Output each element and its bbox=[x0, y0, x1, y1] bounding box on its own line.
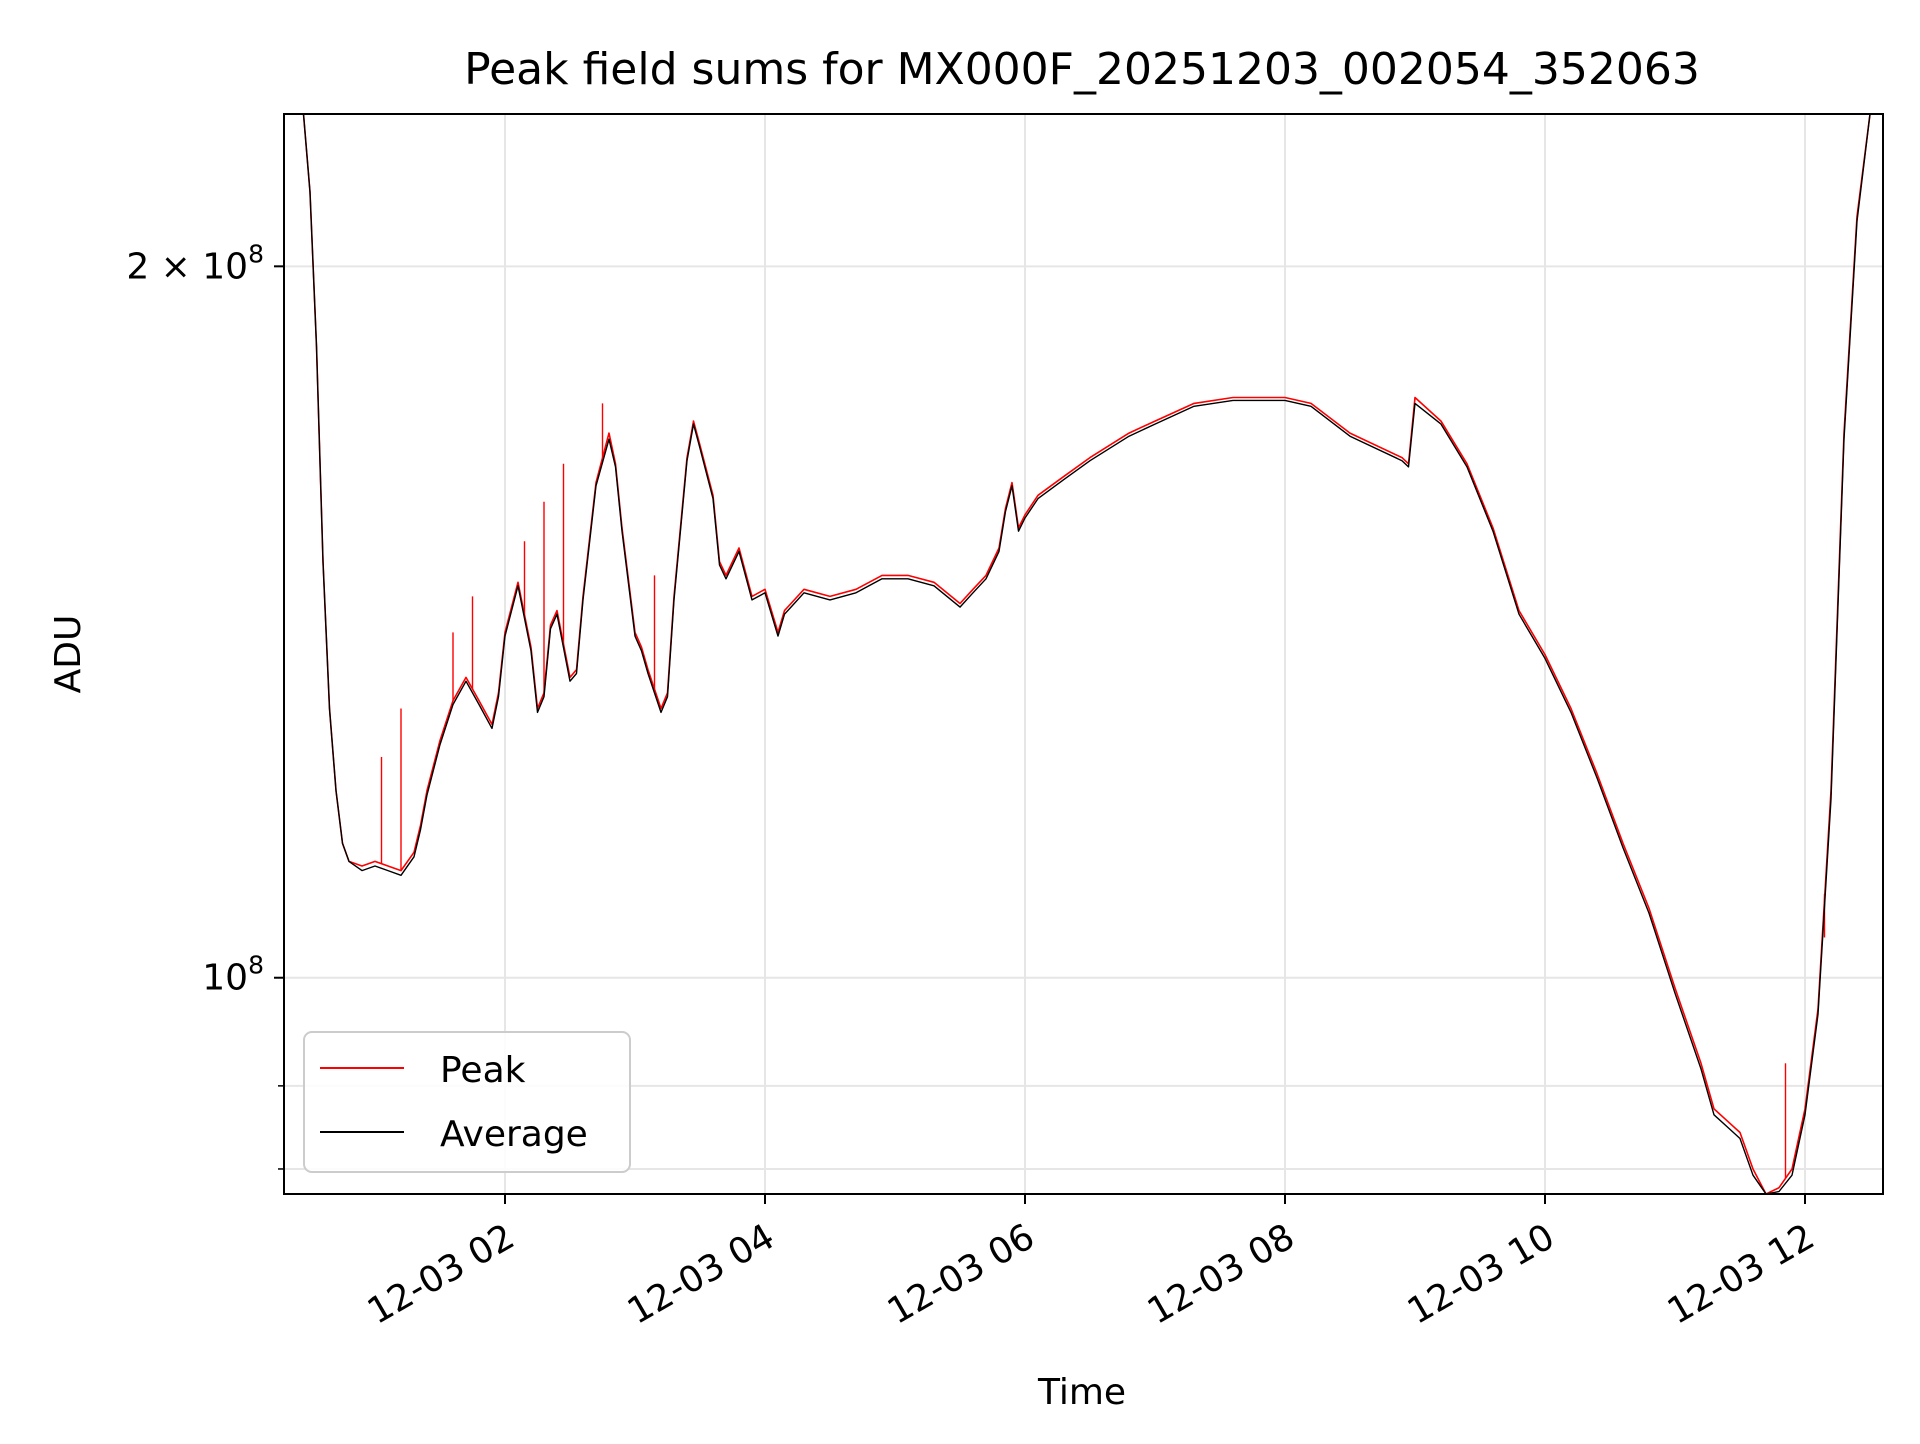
y-tick-base: 10 bbox=[202, 958, 248, 999]
legend: Peak Average bbox=[303, 1031, 631, 1173]
plot-series bbox=[284, 114, 1883, 1194]
x-axis-label: Time bbox=[1037, 1372, 1126, 1413]
plot-frame bbox=[283, 113, 1884, 1195]
y-tick-exponent: 8 bbox=[248, 951, 264, 980]
y-axis-label: ADU bbox=[48, 615, 89, 694]
peak-series-line bbox=[284, 114, 1883, 1194]
legend-average-label: Average bbox=[440, 1114, 588, 1155]
y-tick-label: 2 × 108 bbox=[126, 239, 264, 287]
average-series-line bbox=[284, 114, 1883, 1194]
y-tick-exponent: 8 bbox=[248, 239, 264, 268]
legend-peak-label: Peak bbox=[440, 1050, 526, 1091]
y-tick-label: 108 bbox=[202, 951, 264, 999]
y-tick-base: 10 bbox=[202, 246, 248, 287]
plot-area bbox=[284, 114, 1883, 1194]
chart-title: Peak field sums for MX000F_20251203_0020… bbox=[464, 44, 1700, 95]
y-tick-multiplier: 2 × bbox=[126, 246, 202, 287]
